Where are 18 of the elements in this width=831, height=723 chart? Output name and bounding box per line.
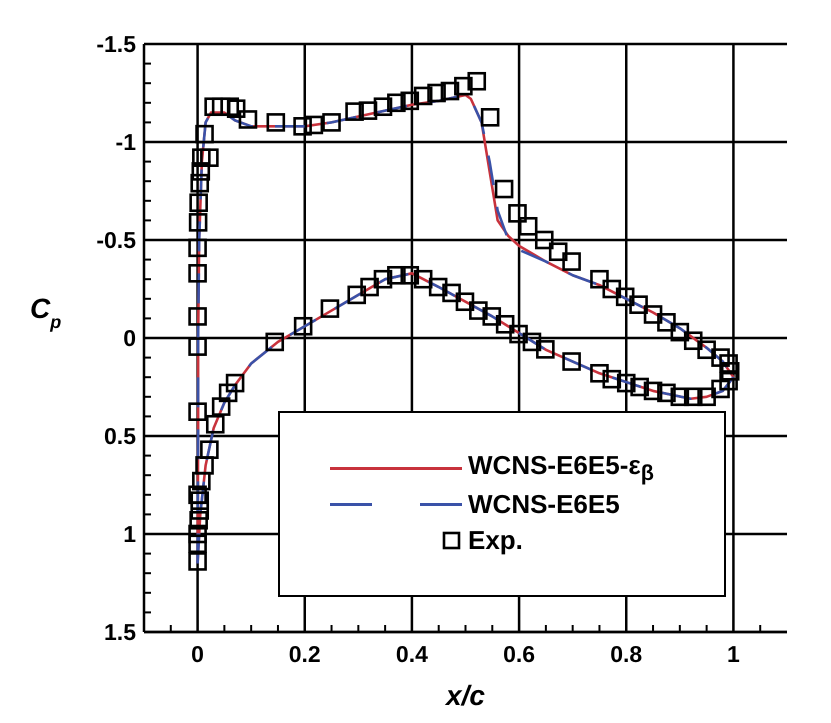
y-tick-label: 0: [123, 325, 136, 351]
y-tick-label: 1: [123, 521, 136, 547]
x-tick-label: 1: [727, 641, 740, 667]
y-tick-label: 1.5: [104, 619, 136, 645]
y-tick-label: 0.5: [104, 423, 136, 449]
legend-label: Exp.: [468, 524, 523, 556]
legend-label: WCNS-E6E5-ε$_{β}$: [468, 450, 654, 486]
x-tick-label: 0.4: [396, 641, 428, 667]
y-axis-title: C$_{p}$: [30, 293, 62, 332]
x-axis-title: x/c: [444, 680, 486, 711]
x-tick-label: 0.6: [503, 641, 536, 667]
x-tick-label: 0: [191, 641, 204, 667]
x-tick-label: 0.2: [288, 641, 321, 667]
y-tick-label: -1: [116, 129, 136, 155]
y-tick-label: -0.5: [96, 227, 136, 253]
y-tick-label: -1.5: [96, 31, 136, 57]
x-tick-label: 0.8: [610, 641, 642, 667]
legend-label: WCNS-E6E5: [468, 488, 620, 520]
